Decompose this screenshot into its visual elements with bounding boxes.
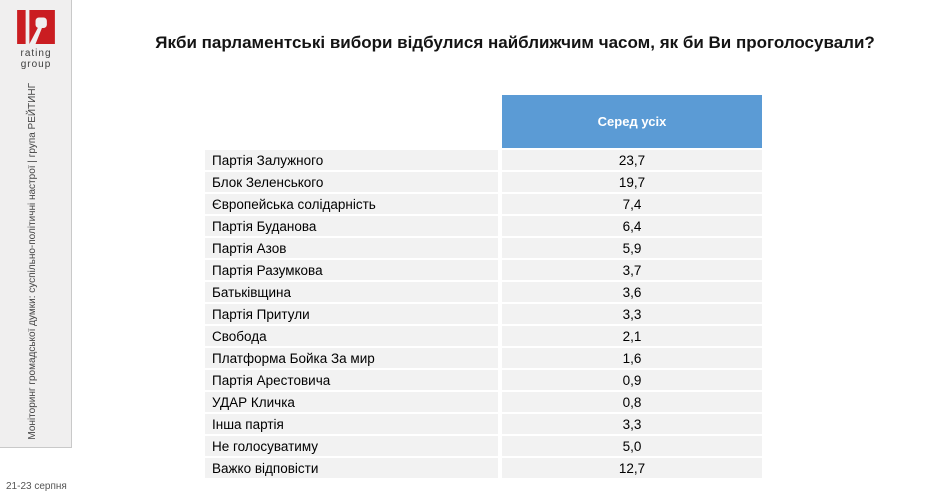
party-label: Партія Залужного: [205, 150, 498, 170]
table-row: Блок Зеленського 19,7: [205, 172, 762, 192]
party-label: Не голосуватиму: [205, 436, 498, 456]
table-row: Не голосуватиму 5,0: [205, 436, 762, 456]
rating-group-logo-icon: [17, 10, 55, 44]
table-row: Партія Азов 5,9: [205, 238, 762, 258]
party-value: 12,7: [502, 458, 762, 478]
column-header-among-all: Серед усіх: [502, 95, 762, 148]
party-label: Партія Буданова: [205, 216, 498, 236]
table-row: Партія Арестовича 0,9: [205, 370, 762, 390]
rating-group-logo: rating group: [0, 10, 72, 70]
party-label: Блок Зеленського: [205, 172, 498, 192]
table-row: Платформа Бойка За мир 1,6: [205, 348, 762, 368]
party-value: 6,4: [502, 216, 762, 236]
party-value: 19,7: [502, 172, 762, 192]
party-value: 23,7: [502, 150, 762, 170]
party-label: Інша партія: [205, 414, 498, 434]
table-row: Партія Буданова 6,4: [205, 216, 762, 236]
table-row: УДАР Кличка 0,8: [205, 392, 762, 412]
party-label: УДАР Кличка: [205, 392, 498, 412]
party-label: Партія Разумкова: [205, 260, 498, 280]
party-value: 1,6: [502, 348, 762, 368]
party-value: 2,1: [502, 326, 762, 346]
party-label: Партія Притули: [205, 304, 498, 324]
table-row: Свобода 2,1: [205, 326, 762, 346]
table-row: Інша партія 3,3: [205, 414, 762, 434]
party-label: Європейська солідарність: [205, 194, 498, 214]
table-row: Партія Разумкова 3,7: [205, 260, 762, 280]
sidebar-vertical-caption: Моніторинг громадської думки: суспільно-…: [26, 82, 38, 440]
party-value: 3,7: [502, 260, 762, 280]
party-value: 3,3: [502, 414, 762, 434]
table-row: Батьківщина 3,6: [205, 282, 762, 302]
party-value: 0,9: [502, 370, 762, 390]
party-value: 3,3: [502, 304, 762, 324]
party-value: 5,0: [502, 436, 762, 456]
sidebar: rating group Моніторинг громадської думк…: [0, 0, 72, 448]
logo-text-rating: rating: [20, 48, 52, 59]
party-label: Партія Арестовича: [205, 370, 498, 390]
logo-text-group: group: [20, 58, 52, 70]
table-row: Партія Притули 3,3: [205, 304, 762, 324]
party-label: Партія Азов: [205, 238, 498, 258]
page-title: Якби парламентські вибори відбулися найб…: [155, 33, 875, 52]
party-value: 3,6: [502, 282, 762, 302]
party-label: Свобода: [205, 326, 498, 346]
table-row: Партія Залужного 23,7: [205, 150, 762, 170]
survey-date-note: 21-23 серпня: [6, 481, 67, 492]
party-value: 0,8: [502, 392, 762, 412]
party-label: Батьківщина: [205, 282, 498, 302]
table-row: Європейська солідарність 7,4: [205, 194, 762, 214]
party-label: Платформа Бойка За мир: [205, 348, 498, 368]
party-value: 7,4: [502, 194, 762, 214]
party-value: 5,9: [502, 238, 762, 258]
poll-table-body: Партія Залужного 23,7 Блок Зеленського 1…: [205, 150, 762, 480]
table-row: Важко відповісти 12,7: [205, 458, 762, 478]
party-label: Важко відповісти: [205, 458, 498, 478]
